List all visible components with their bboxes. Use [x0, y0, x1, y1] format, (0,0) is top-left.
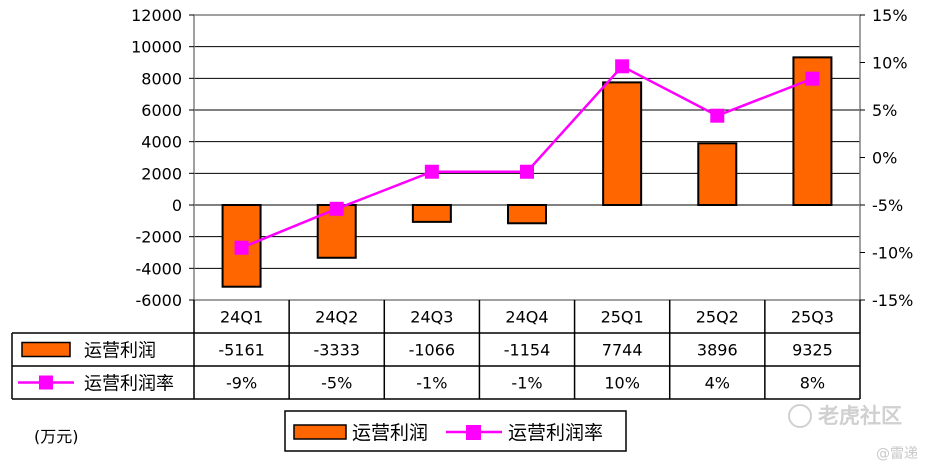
- legend-line-key-marker: [466, 425, 481, 440]
- data-label: -1154: [504, 341, 551, 360]
- category-label: 24Q4: [505, 308, 548, 327]
- line-point: [710, 108, 725, 123]
- data-label: -1066: [409, 341, 456, 360]
- data-label: -1%: [416, 374, 447, 393]
- right-tick-label: 10%: [872, 54, 908, 73]
- watermark-logo-icon: [788, 404, 812, 428]
- right-tick-label: -15%: [872, 291, 913, 310]
- left-tick-label: -6000: [136, 291, 183, 310]
- left-tick-label: -2000: [136, 228, 183, 247]
- unit-note: (万元): [34, 427, 79, 446]
- left-tick-label: -4000: [136, 259, 183, 278]
- category-label: 25Q3: [791, 308, 834, 327]
- table-row-label: 运营利润: [84, 341, 156, 362]
- table-line-key-marker: [39, 375, 53, 390]
- line-point: [424, 164, 439, 179]
- line-point: [615, 59, 630, 74]
- line-point: [329, 201, 344, 216]
- right-tick-label: 0%: [872, 149, 897, 168]
- bar: [411, 204, 452, 223]
- left-tick-label: 8000: [141, 69, 182, 88]
- category-label: 24Q1: [220, 308, 263, 327]
- line-point: [234, 240, 249, 255]
- legend-label: 运营利润率: [508, 422, 603, 444]
- table-row-label: 运营利润率: [84, 374, 174, 395]
- right-tick-label: -10%: [872, 244, 913, 263]
- bar: [697, 142, 738, 207]
- left-tick-label: 0: [172, 196, 182, 215]
- watermark-author: @雷递: [876, 446, 918, 462]
- data-label: 9325: [792, 341, 833, 360]
- data-label: -5161: [218, 341, 265, 360]
- bar: [602, 81, 643, 206]
- left-tick-label: 4000: [141, 133, 182, 152]
- bar: [507, 204, 547, 225]
- data-label: -9%: [226, 374, 257, 393]
- plot-area: [193, 14, 861, 301]
- data-label: -1%: [511, 374, 542, 393]
- left-tick-label: 2000: [141, 164, 182, 183]
- category-label: 25Q2: [696, 308, 739, 327]
- right-tick-label: 5%: [872, 101, 897, 120]
- category-label: 25Q1: [601, 308, 644, 327]
- left-tick-label: 6000: [141, 101, 182, 120]
- data-label: 7744: [602, 341, 643, 360]
- category-label: 24Q2: [315, 308, 358, 327]
- legend-label: 运营利润: [352, 422, 428, 444]
- left-tick-label: 10000: [131, 38, 182, 57]
- line-point: [520, 164, 534, 179]
- data-label: -3333: [313, 341, 360, 360]
- left-tick-label: 12000: [131, 6, 182, 25]
- right-tick-label: 15%: [872, 6, 908, 25]
- category-label: 24Q3: [410, 308, 453, 327]
- data-label: -5%: [321, 374, 352, 393]
- legend-bar-key: [293, 424, 347, 440]
- data-label: 8%: [800, 374, 825, 393]
- data-label: 4%: [705, 374, 730, 393]
- right-tick-label: -5%: [872, 196, 903, 215]
- watermark-brand: 老虎社区: [818, 404, 902, 428]
- data-label: 3896: [697, 341, 738, 360]
- table-bar-key: [21, 341, 71, 358]
- data-label: 10%: [604, 374, 640, 393]
- line-point: [805, 71, 820, 86]
